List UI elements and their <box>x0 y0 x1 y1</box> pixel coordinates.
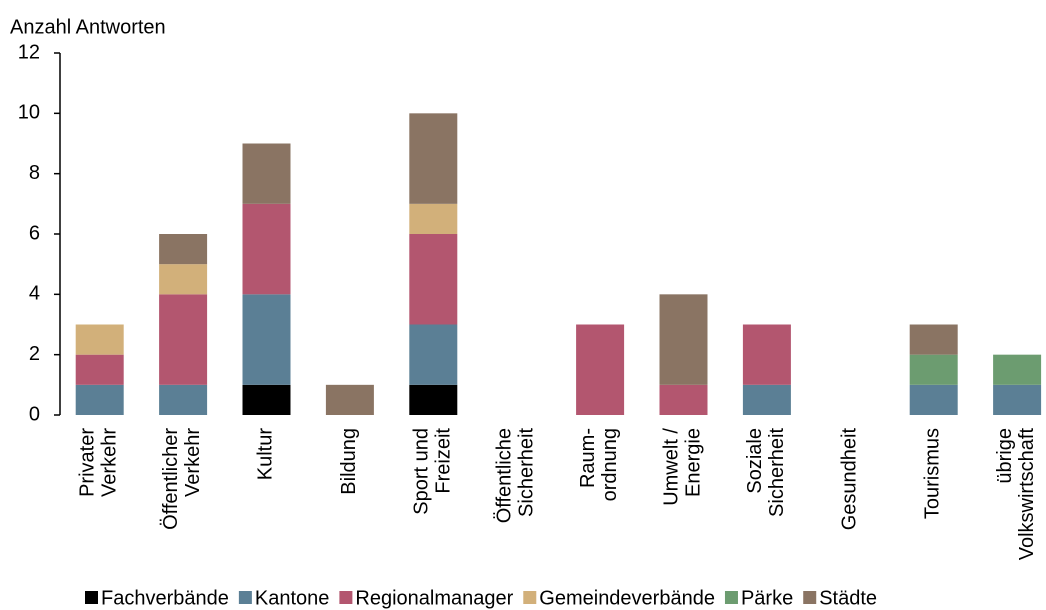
bar-segment <box>909 384 958 415</box>
bar-segment <box>242 203 291 295</box>
x-tick-label-line: Öffentlicher <box>160 428 182 530</box>
x-tick-label: Gesundheit <box>839 428 861 531</box>
legend-label: Fachverbände <box>101 587 229 609</box>
x-tick-label-line: Sicherheit <box>766 428 788 517</box>
x-tick-label: ÖffentlicherVerkehr <box>160 428 204 530</box>
bar-segment <box>159 294 208 385</box>
y-tick-label: 6 <box>29 222 40 244</box>
bar-segment <box>159 234 208 265</box>
x-tick-label: Raum-ordnung <box>577 428 621 501</box>
bar-segment <box>242 143 291 204</box>
x-tick-label: Umwelt /Energie <box>661 428 705 506</box>
legend-label: Kantone <box>255 587 330 609</box>
x-tick-label-line: Freizeit <box>433 428 455 494</box>
x-tick-label-line: Sicherheit <box>516 428 538 517</box>
x-tick-label-line: Bildung <box>338 428 360 495</box>
bar-segment <box>659 384 708 415</box>
x-tick-label: Tourismus <box>922 428 944 519</box>
y-tick-label: 10 <box>18 102 40 124</box>
y-tick-label: 8 <box>29 162 40 184</box>
x-tick-label-line: ordnung <box>599 428 621 501</box>
bar-segment <box>659 294 708 385</box>
bar-segment <box>993 354 1042 385</box>
y-tick-label: 2 <box>29 343 40 365</box>
bar-segment <box>242 384 291 415</box>
x-tick-label-line: Tourismus <box>922 428 944 519</box>
legend-swatch <box>238 591 252 604</box>
bar-segment <box>409 234 458 325</box>
legend-swatch <box>523 591 537 604</box>
x-tick-label-line: Verkehr <box>182 428 204 497</box>
bar-segment <box>242 294 291 385</box>
x-tick-label-line: Gesundheit <box>839 428 861 531</box>
bar-segment <box>742 384 791 415</box>
y-tick-label: 4 <box>29 283 40 305</box>
y-tick-label: 0 <box>29 403 40 425</box>
x-tick-label-line: Kultur <box>255 428 277 481</box>
x-tick-label: ÖffentlicheSicherheit <box>494 428 538 524</box>
bar-segment <box>75 324 124 355</box>
x-tick-label-line: Raum- <box>577 428 599 488</box>
legend-swatch <box>724 591 738 604</box>
legend-label: Pärke <box>741 587 793 609</box>
legend-label: Gemeindeverbände <box>539 587 715 609</box>
x-tick-label-line: Sport und <box>411 428 433 515</box>
x-tick-label-line: Soziale <box>744 428 766 494</box>
bar-segment <box>909 324 958 355</box>
x-tick-label: Sport undFreizeit <box>411 428 455 515</box>
bar-segment <box>325 384 374 415</box>
bar-segment <box>409 324 458 385</box>
bar-segment <box>409 203 458 234</box>
x-tick-label-line: Privater <box>77 428 99 497</box>
x-tick-label-line: Öffentliche <box>494 428 516 523</box>
x-tick-label: SozialeSicherheit <box>744 428 788 517</box>
y-axis-title: Anzahl Antworten <box>10 16 166 38</box>
bar-segment <box>409 384 458 415</box>
x-tick-label-line: übrige <box>994 428 1016 484</box>
x-tick-label-line: Umwelt / <box>661 428 683 506</box>
bar-segment <box>576 324 625 415</box>
bar-segment <box>909 354 958 385</box>
legend-swatch <box>803 591 817 604</box>
x-tick-label: PrivaterVerkehr <box>77 428 121 497</box>
x-tick-label: übrigeVolkswirtschaft <box>994 428 1038 561</box>
bar-segment <box>159 264 208 295</box>
legend-swatch <box>339 591 353 604</box>
x-tick-label-line: Verkehr <box>99 428 121 497</box>
x-tick-label: Kultur <box>255 428 277 481</box>
bar-segment <box>75 384 124 415</box>
bar-segment <box>742 324 791 385</box>
bar-segment <box>159 384 208 415</box>
bar-segment <box>409 113 458 204</box>
bar-segment <box>75 354 124 385</box>
legend-label: Städte <box>819 587 877 609</box>
bar-segment <box>993 384 1042 415</box>
y-tick-label: 12 <box>18 41 40 63</box>
legend-swatch <box>85 591 98 604</box>
x-tick-label-line: Volkswirtschaft <box>1016 428 1038 561</box>
legend-label: Regionalmanager <box>355 587 513 609</box>
x-tick-label-line: Energie <box>683 428 705 497</box>
x-tick-label: Bildung <box>338 428 360 495</box>
